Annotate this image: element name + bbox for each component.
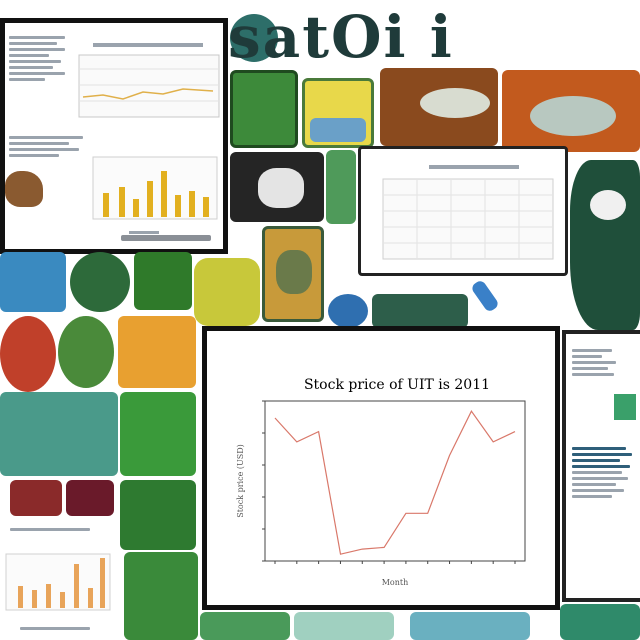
bottom-strip-tile-4: [560, 604, 640, 640]
blue-globe-tile: [328, 294, 368, 328]
parrot-wing-shape: [530, 96, 616, 136]
y-axis-ticks: [262, 400, 265, 562]
bird-illustration: [5, 171, 43, 207]
caption-scribble: [121, 235, 211, 241]
maroon-tile-2: [66, 480, 114, 516]
mini-text-block: [9, 133, 89, 160]
orange-abstract-tile: [118, 316, 196, 388]
chart-title: Stock price of UIT is 2011: [304, 377, 490, 393]
penguin-silhouette: [570, 160, 640, 330]
green-leaf-tile-2: [120, 480, 196, 550]
mini-line-chart: [78, 43, 220, 118]
green-photo-tile: [230, 70, 298, 148]
bottom-strip-tile-3: [410, 612, 530, 640]
bottom-strip-tile-1: [200, 612, 290, 640]
banner-logo-circle: [230, 14, 278, 62]
x-axis-ticks: [274, 561, 516, 564]
left-person-tile: [0, 252, 66, 312]
left-green-tile-2: [134, 252, 192, 310]
bottom-strip-tile-2: [294, 612, 394, 640]
doc-thumb: [614, 394, 636, 420]
maroon-tile-1: [10, 480, 62, 516]
main-line-chart: Stock price of UIT is 2011 Stock price (…: [236, 377, 526, 587]
grey-circle-tile: [58, 316, 114, 388]
green-leaf-tile-1: [120, 392, 196, 476]
upper-chart-panel: [358, 146, 568, 276]
red-bird-tile: [0, 316, 56, 392]
left-green-tile-1: [70, 252, 130, 312]
penguin-face: [590, 190, 626, 220]
teal-block-tile: [372, 294, 468, 328]
banner-title: satOi i: [228, 3, 454, 71]
white-bird-shape: [420, 88, 490, 118]
x-axis-label: Month: [382, 578, 409, 587]
green-circle-tile: [326, 150, 356, 224]
main-chart-panel: Stock price of UIT is 2011 Stock price (…: [202, 326, 560, 610]
bottom-left-chart-panel: [0, 520, 120, 640]
doc-text-block: [572, 346, 634, 379]
bottom-green-tile: [124, 552, 198, 640]
portrait-face: [276, 250, 312, 294]
blue-inset-tile: [310, 118, 366, 142]
chart-series-line: [274, 410, 516, 555]
mini-table: [9, 33, 69, 84]
hand-shape: [258, 168, 304, 208]
yellow-green-tile: [194, 258, 260, 326]
mini-bar-chart: [92, 156, 218, 234]
teal-arch-tile: [0, 392, 118, 476]
y-axis-label: Stock price (USD): [236, 444, 245, 518]
top-left-dashboard-panel: [0, 18, 228, 254]
right-doc-panel: [562, 330, 640, 602]
doc-paragraph: [572, 444, 634, 501]
stylus-pen: [470, 278, 500, 314]
plot-area: [264, 400, 526, 562]
bottom-left-bar-chart: [5, 553, 111, 611]
upper-grid-chart: [382, 165, 554, 260]
